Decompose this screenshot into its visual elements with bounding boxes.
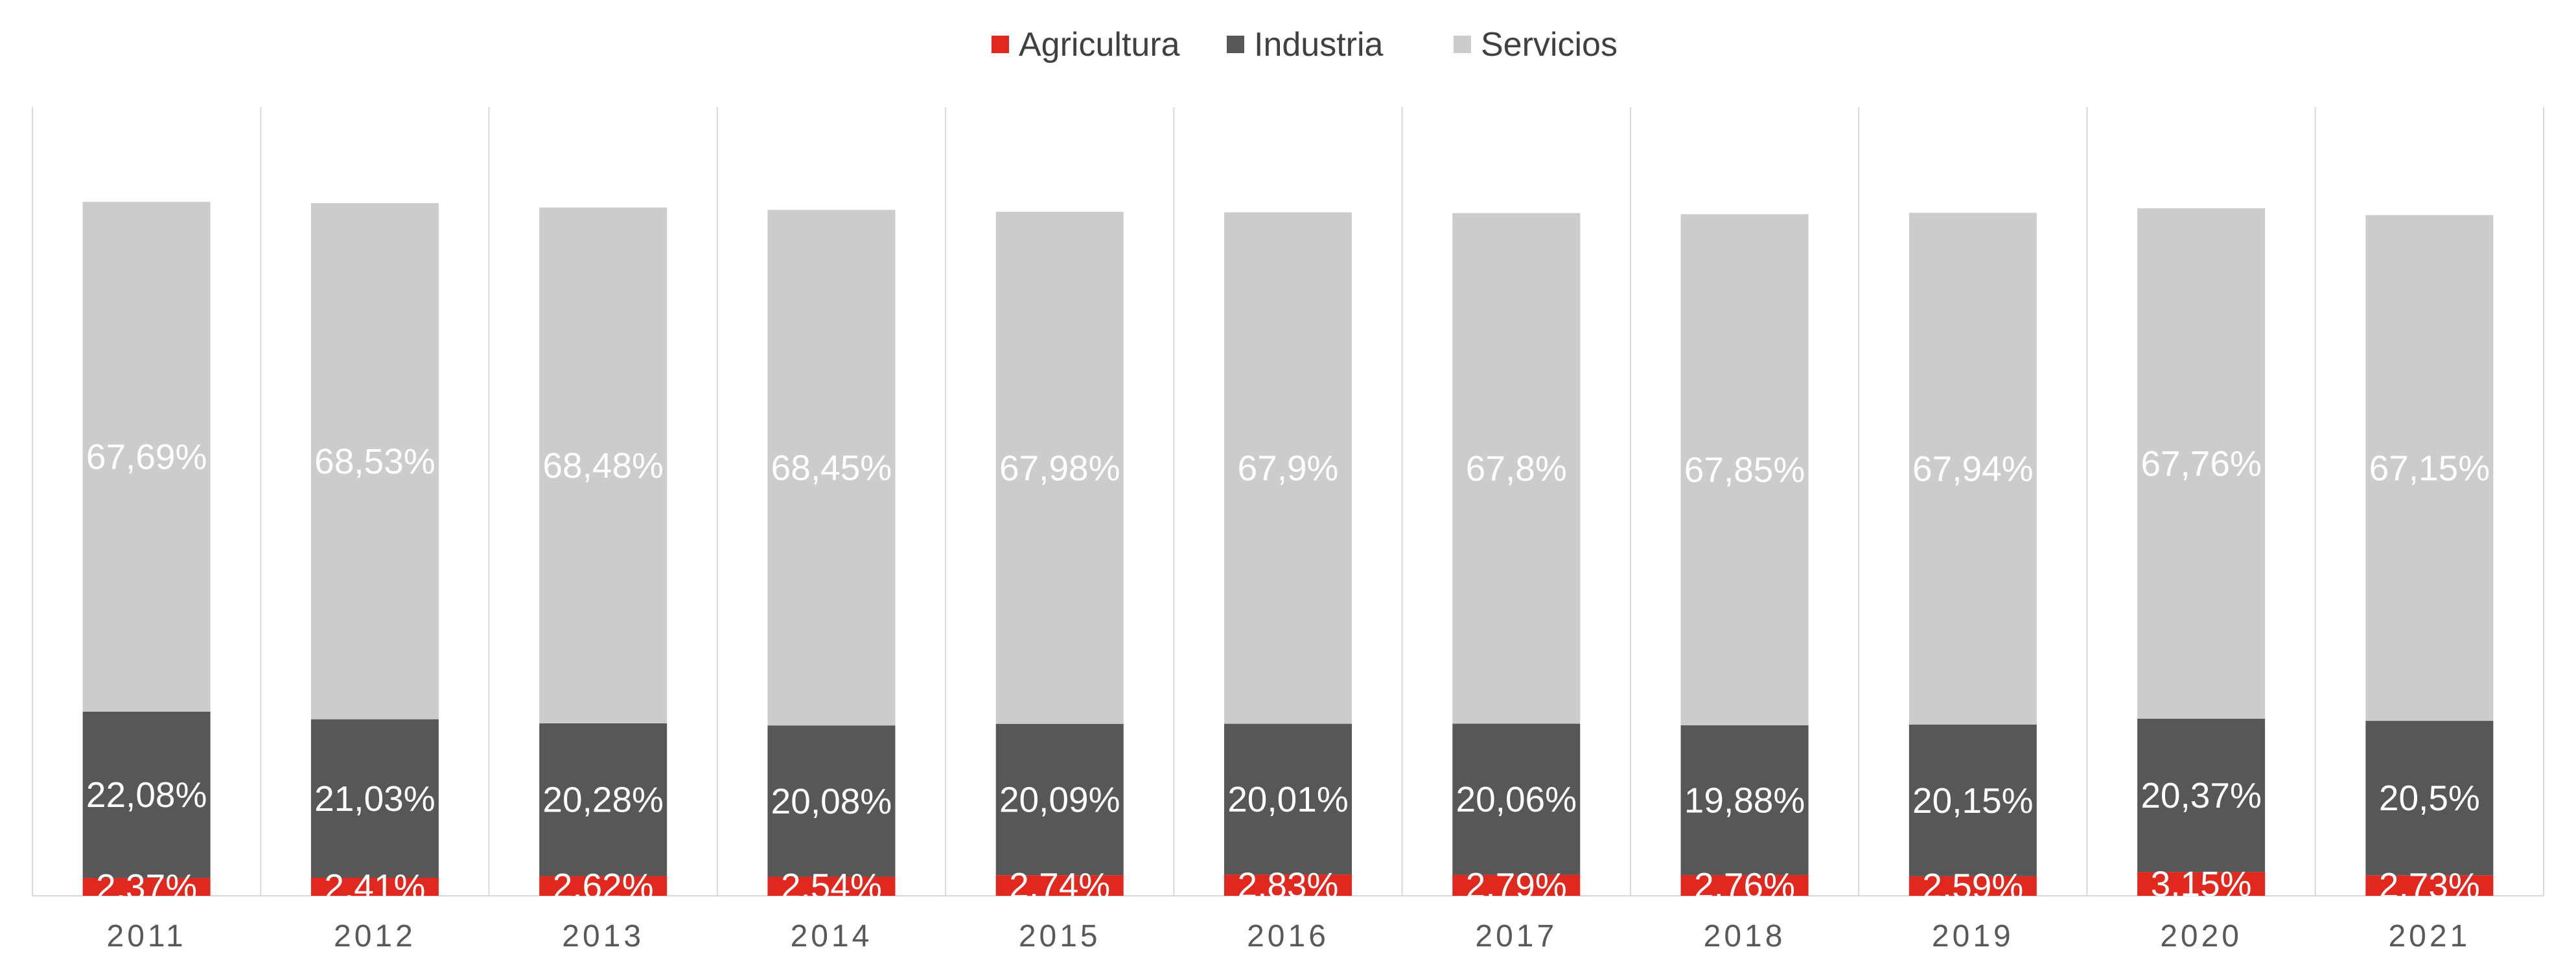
bar-industria-2017 (1452, 723, 1581, 875)
bar-agricultura-2018 (1680, 874, 1809, 896)
bar-agricultura-2015 (995, 875, 1124, 896)
x-tick-2020: 2020 (2160, 919, 2242, 953)
legend-swatch-industria (1227, 36, 1244, 53)
bar-industria-2018 (1680, 725, 1809, 875)
x-tick-2017: 2017 (1475, 919, 1557, 953)
data-label-agricultura-2014: 2,54% (781, 866, 882, 906)
bar-agricultura-2012 (310, 877, 439, 896)
data-label-agricultura-2012: 2,41% (324, 867, 425, 907)
data-label-industria-2014: 20,08% (771, 781, 892, 821)
bar-agricultura-2011 (82, 878, 211, 896)
data-label-servicios-2012: 68,53% (314, 441, 435, 481)
bar-agricultura-2017 (1452, 874, 1581, 896)
data-label-servicios-2020: 67,76% (2141, 443, 2262, 484)
bar-agricultura-2021 (2365, 875, 2494, 896)
data-label-servicios-2015: 67,98% (999, 448, 1120, 488)
data-label-servicios-2011: 67,69% (86, 437, 207, 477)
bar-servicios-2016 (1224, 212, 1352, 724)
data-label-industria-2019: 20,15% (1912, 780, 2034, 821)
data-label-industria-2018: 19,88% (1684, 780, 1805, 820)
data-labels: 2,37% 22,08% 67,69% 2,41% 21,03% 68,53% 2,62% 2… (86, 437, 2490, 907)
legend-label-industria: Industria (1254, 26, 1384, 64)
data-label-agricultura-2013: 2,62% (553, 866, 654, 906)
data-label-servicios-2017: 67,8% (1466, 449, 1567, 489)
bar-agricultura-2013 (539, 876, 667, 896)
data-label-agricultura-2018: 2,76% (1694, 865, 1795, 906)
legend-label-agricultura: Agricultura (1019, 26, 1180, 64)
data-label-agricultura-2020: 3,15% (2151, 864, 2252, 904)
x-tick-2015: 2015 (1019, 919, 1101, 953)
data-label-industria-2021: 20,5% (2379, 778, 2480, 818)
x-axis-ticks: 2011 2012 2013 2014 2015 2016 2017 2018 2019 2020… (107, 919, 2470, 953)
data-label-servicios-2019: 67,94% (1912, 449, 2034, 489)
data-label-industria-2012: 21,03% (314, 778, 435, 819)
bar-servicios-2014 (767, 209, 896, 726)
bar-industria-2011 (82, 711, 211, 878)
bar-servicios-2013 (539, 207, 667, 723)
bar-industria-2019 (1909, 724, 2037, 876)
bar-servicios-2019 (1909, 213, 2037, 725)
bars (82, 202, 2494, 896)
bar-industria-2021 (2365, 721, 2494, 876)
bar-servicios-2021 (2365, 215, 2494, 721)
data-label-industria-2020: 20,37% (2141, 775, 2262, 815)
x-tick-2018: 2018 (1704, 919, 1786, 953)
x-tick-2019: 2019 (1932, 919, 2014, 953)
bar-agricultura-2019 (1909, 876, 2037, 896)
x-tick-2013: 2013 (562, 919, 644, 953)
legend-swatch-agricultura (992, 36, 1009, 53)
bar-servicios-2012 (310, 203, 439, 719)
bar-industria-2013 (539, 723, 667, 876)
x-tick-2016: 2016 (1247, 919, 1329, 953)
data-label-industria-2013: 20,28% (542, 780, 664, 820)
bar-servicios-2011 (82, 202, 211, 712)
x-tick-2021: 2021 (2388, 919, 2470, 953)
data-label-agricultura-2015: 2,74% (1009, 865, 1110, 906)
data-label-servicios-2014: 68,45% (771, 447, 892, 487)
data-label-industria-2017: 20,06% (1456, 779, 1577, 819)
data-label-agricultura-2016: 2,83% (1238, 865, 1339, 906)
data-label-agricultura-2019: 2,59% (1922, 866, 2023, 906)
bar-servicios-2015 (995, 211, 1124, 724)
data-label-servicios-2018: 67,85% (1684, 450, 1805, 490)
data-label-industria-2016: 20,01% (1227, 779, 1349, 819)
data-label-agricultura-2011: 2,37% (96, 867, 197, 907)
data-label-servicios-2021: 67,15% (2369, 448, 2490, 488)
bar-servicios-2020 (2137, 208, 2266, 719)
data-label-industria-2011: 22,08% (86, 775, 207, 815)
legend-swatch-servicios (1454, 36, 1471, 53)
data-label-servicios-2016: 67,9% (1238, 448, 1339, 488)
bar-agricultura-2016 (1224, 874, 1352, 896)
bar-industria-2012 (310, 719, 439, 878)
data-label-industria-2015: 20,09% (999, 779, 1120, 819)
bar-industria-2014 (767, 725, 896, 877)
legend-label-servicios: Servicios (1481, 26, 1618, 64)
bar-agricultura-2020 (2137, 872, 2266, 896)
x-tick-2011: 2011 (107, 919, 187, 953)
bar-servicios-2018 (1680, 214, 1809, 725)
bar-agricultura-2014 (767, 876, 896, 896)
bar-industria-2016 (1224, 723, 1352, 875)
bar-servicios-2017 (1452, 213, 1581, 724)
legend: Agricultura Industria Servicios (992, 26, 1618, 64)
bar-industria-2020 (2137, 718, 2266, 872)
data-label-agricultura-2021: 2,73% (2379, 865, 2480, 906)
data-label-agricultura-2017: 2,79% (1466, 865, 1567, 906)
data-label-servicios-2013: 68,48% (542, 445, 664, 486)
bar-industria-2015 (995, 723, 1124, 876)
x-tick-2012: 2012 (334, 919, 416, 953)
x-tick-2014: 2014 (791, 919, 873, 953)
